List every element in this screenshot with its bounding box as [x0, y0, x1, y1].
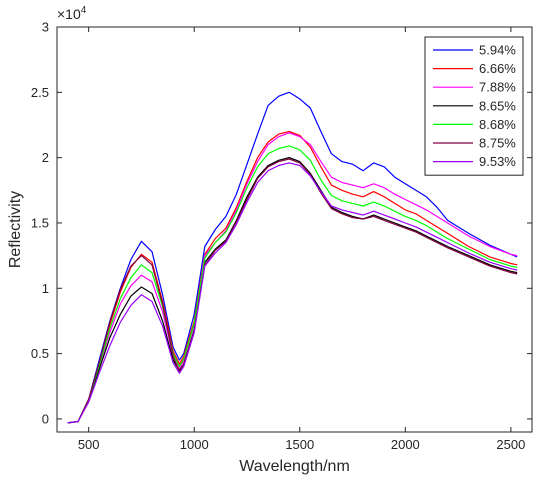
- legend-label: 8.65%: [479, 98, 516, 113]
- x-axis-label: Wavelength/nm: [239, 458, 350, 475]
- y-tick-label: 2.5: [31, 85, 49, 100]
- y-tick-label: 3: [42, 20, 49, 35]
- series-layer: [67, 91, 518, 424]
- y-axis-multiplier-base: ×10: [57, 6, 81, 22]
- plot-frame: [56, 26, 533, 433]
- y-tick-label: 2: [42, 150, 49, 165]
- legend-label: 8.75%: [479, 136, 516, 151]
- series-line: [67, 91, 518, 424]
- legend-label: 6.66%: [479, 61, 516, 76]
- x-tick-label: 500: [78, 437, 100, 452]
- legend: 5.94% 6.66% 7.88% 8.65% 8.68% 8.75% 9.53%: [424, 36, 524, 176]
- y-tick-label: 0: [42, 411, 49, 426]
- y-tick-label: 1.5: [31, 215, 49, 230]
- y-axis-multiplier: ×104: [57, 5, 87, 22]
- y-tick-label: 0.5: [31, 346, 49, 361]
- ticks-layer: 500 1000 1500 2000 2500 0 0.5 1 1.5 2 2.5 3: [31, 20, 532, 452]
- series-line: [67, 145, 518, 424]
- y-axis-label: Reflectivity: [7, 191, 24, 268]
- x-tick-label: 1000: [180, 437, 209, 452]
- legend-label: 7.88%: [479, 80, 516, 95]
- y-tick-label: 1: [42, 281, 49, 296]
- legend-label: 8.68%: [479, 117, 516, 132]
- legend-label: 9.53%: [479, 154, 516, 169]
- series-line: [67, 157, 518, 424]
- x-tick-label: 2500: [496, 437, 525, 452]
- legend-label: 5.94%: [479, 43, 516, 58]
- series-line: [67, 162, 518, 424]
- series-line: [67, 130, 518, 424]
- y-axis-multiplier-exponent: 4: [81, 5, 87, 16]
- x-tick-label: 2000: [391, 437, 420, 452]
- series-line: [67, 132, 518, 424]
- x-tick-label: 1500: [285, 437, 314, 452]
- series-line: [67, 158, 518, 424]
